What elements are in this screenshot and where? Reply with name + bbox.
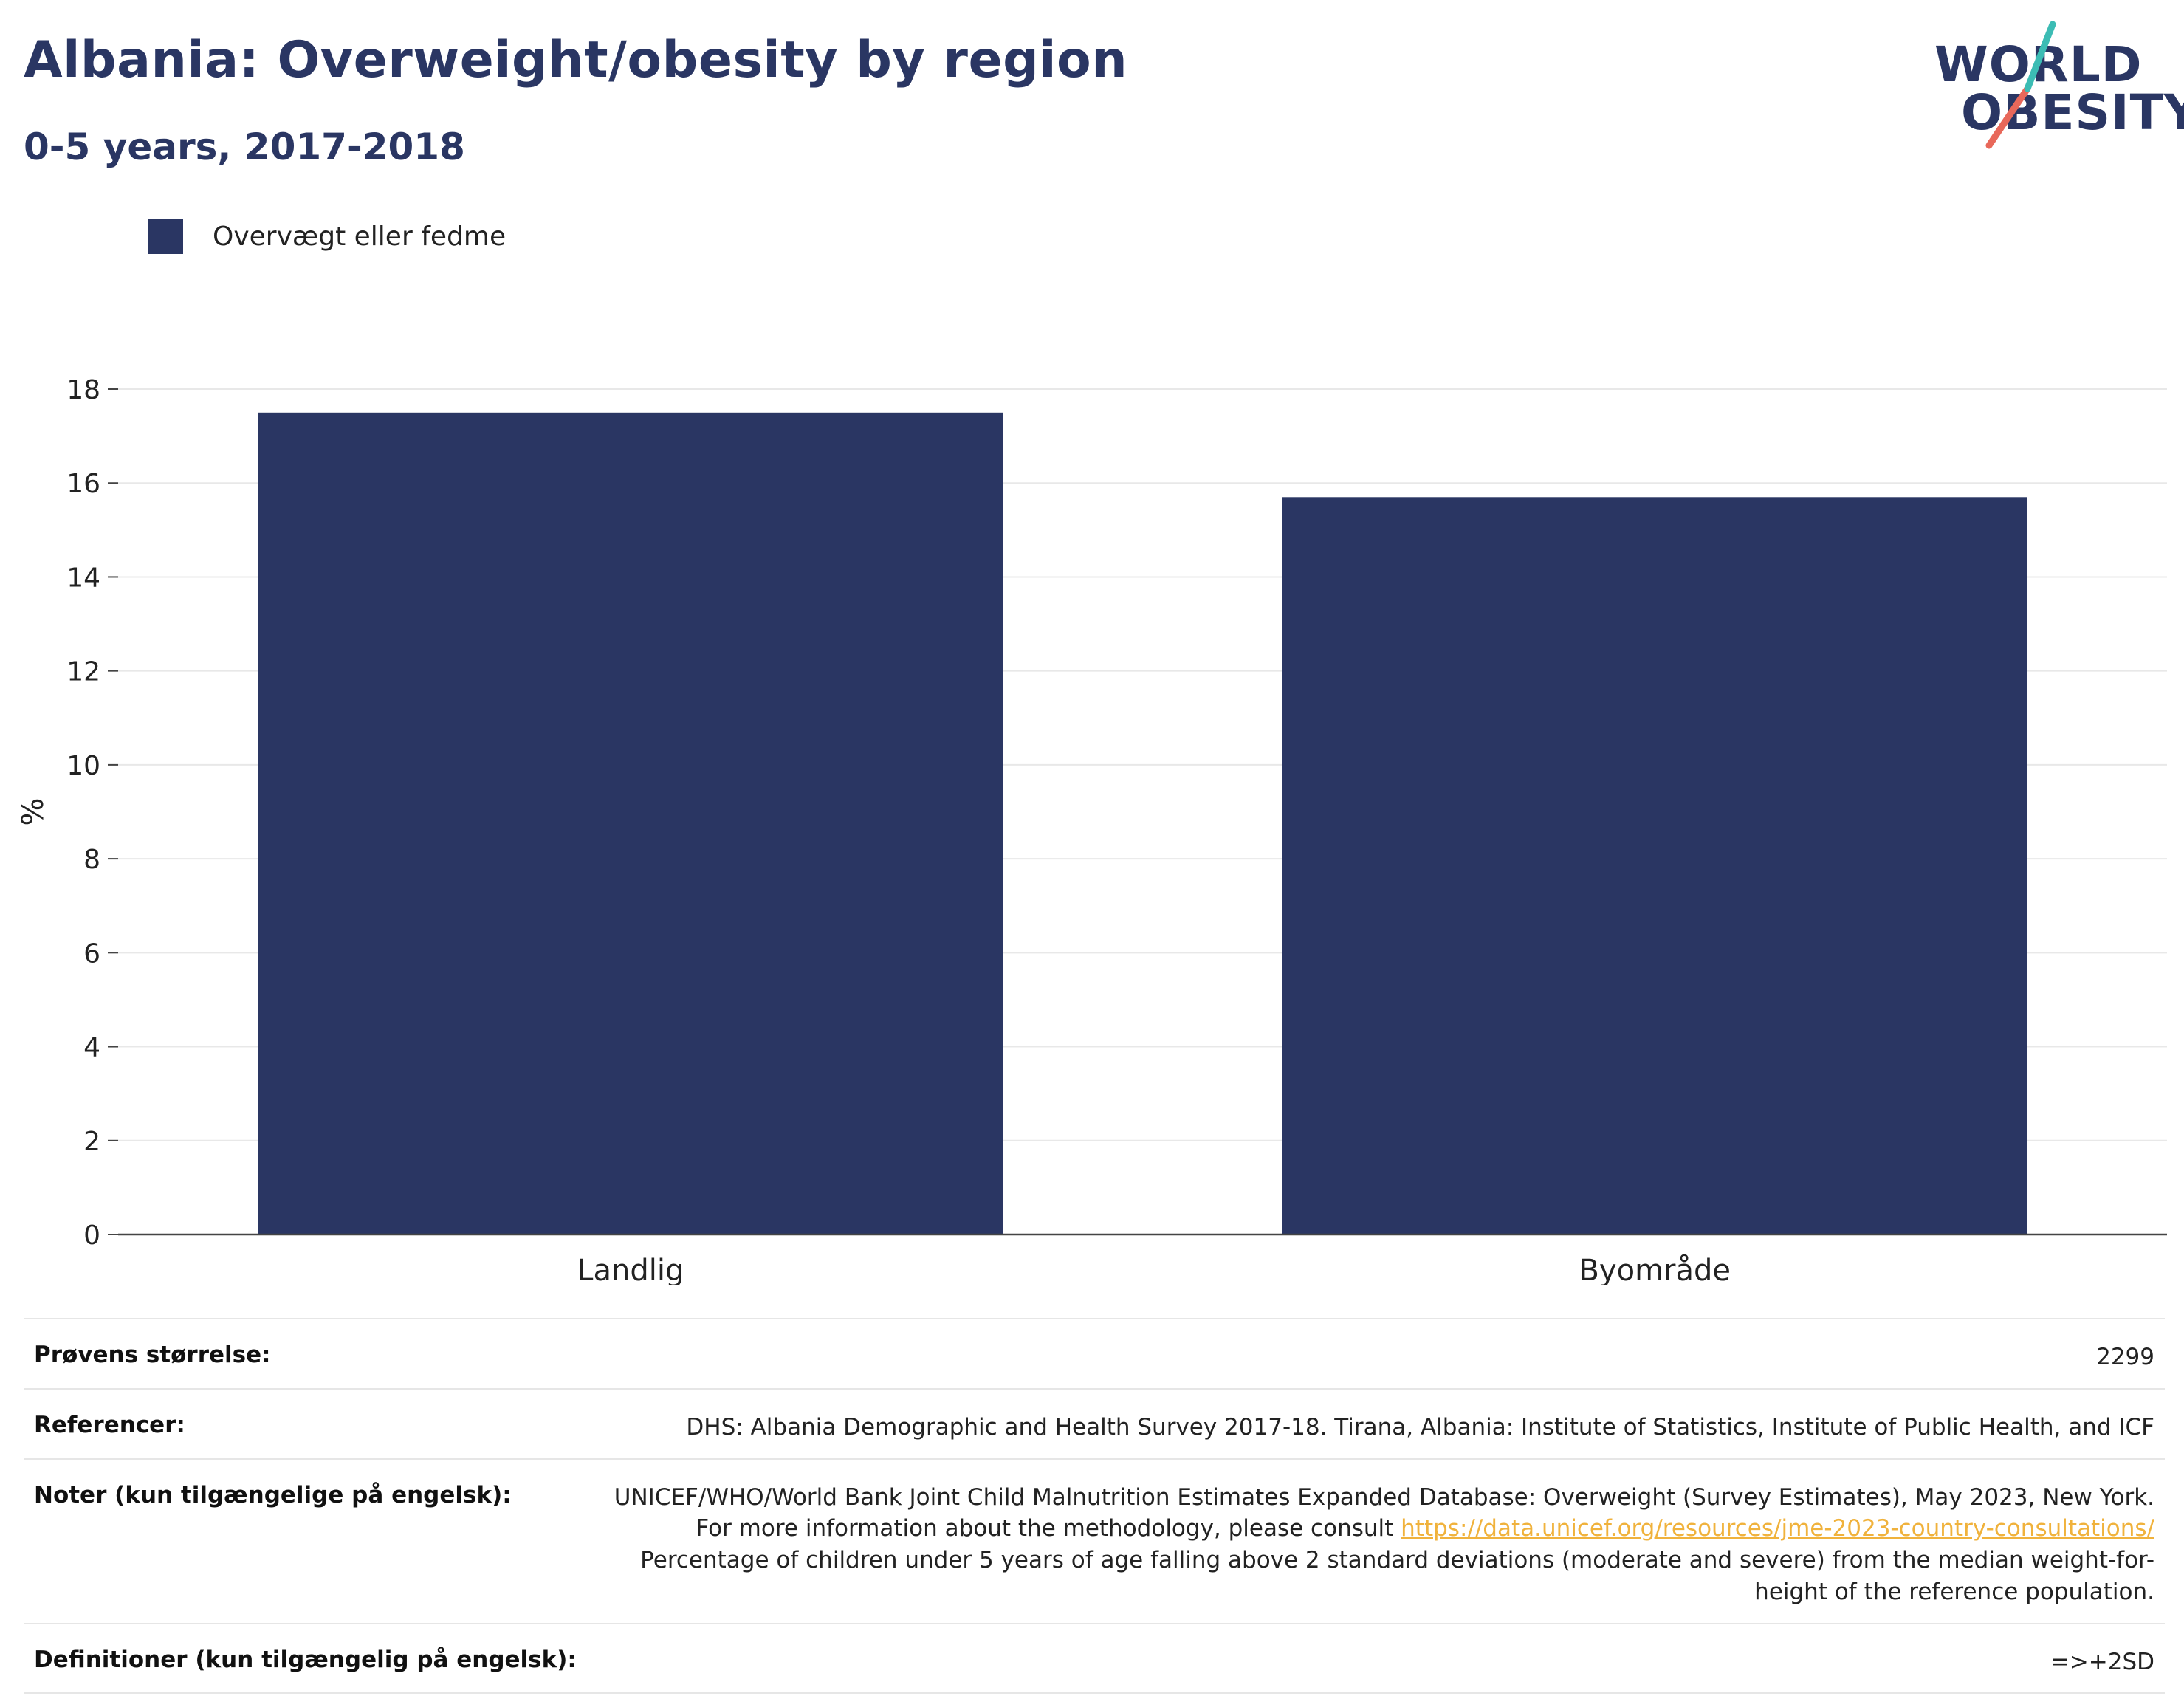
x-tick-label: Byområde bbox=[1579, 1254, 1731, 1285]
info-row-definitions: Definitioner (kun tilgængelig på engelsk… bbox=[24, 1622, 2165, 1695]
x-tick-label: Landlig bbox=[577, 1254, 684, 1285]
y-tick-label: 6 bbox=[83, 938, 100, 969]
info-row-references: Referencer: DHS: Albania Demographic and… bbox=[24, 1387, 2165, 1458]
info-row-sample-size: Prøvens størrelse: 2299 bbox=[24, 1318, 2165, 1388]
y-tick-label: 2 bbox=[83, 1127, 100, 1157]
notes-label: Noter (kun tilgængelige på engelsk): bbox=[34, 1481, 512, 1508]
definitions-value: =>+2SD bbox=[2050, 1648, 2154, 1675]
y-tick-label: 0 bbox=[83, 1220, 100, 1251]
definitions-label: Definitioner (kun tilgængelig på engelsk… bbox=[34, 1646, 577, 1673]
y-tick-label: 18 bbox=[66, 375, 100, 405]
bar-chart: 0 2 4 6 8 10 12 14 16 18% Landlig Byområde bbox=[16, 375, 2167, 1285]
y-tick-label: 12 bbox=[66, 657, 100, 687]
bar-byområde bbox=[1282, 497, 2027, 1235]
logo-slash-icon bbox=[1985, 21, 2056, 149]
references-value: DHS: Albania Demographic and Health Surv… bbox=[686, 1413, 2154, 1441]
info-table: Prøvens størrelse: 2299 Referencer: DHS:… bbox=[24, 1318, 2165, 1695]
y-tick-label: 10 bbox=[66, 751, 100, 781]
legend-label: Overvægt eller fedme bbox=[213, 221, 506, 252]
y-tick-label: 8 bbox=[83, 845, 100, 875]
references-label: Referencer: bbox=[34, 1411, 185, 1438]
sample-size-label: Prøvens størrelse: bbox=[34, 1342, 271, 1368]
notes-text-definition: Percentage of children under 5 years of … bbox=[640, 1547, 2154, 1605]
chart-title: Albania: Overweight/obesity by region bbox=[24, 31, 1128, 89]
notes-link[interactable]: https://data.unicef.org/resources/jme-20… bbox=[1401, 1515, 2154, 1542]
info-row-notes: Noter (kun tilgængelige på engelsk): UNI… bbox=[24, 1458, 2165, 1623]
y-tick-label: 14 bbox=[66, 563, 100, 593]
legend-swatch bbox=[148, 219, 183, 254]
world-obesity-logo: WORLD OBESITY bbox=[1920, 18, 2184, 159]
y-tick-label: 16 bbox=[66, 469, 100, 499]
sample-size-value: 2299 bbox=[2096, 1344, 2154, 1370]
notes-text: UNICEF/WHO/World Bank Joint Child Malnut… bbox=[614, 1483, 2154, 1542]
notes-value: UNICEF/WHO/World Bank Joint Child Malnut… bbox=[589, 1482, 2154, 1608]
y-axis-title: % bbox=[16, 797, 50, 825]
chart-subtitle: 0-5 years, 2017-2018 bbox=[24, 126, 465, 168]
y-tick-label: 4 bbox=[83, 1033, 100, 1063]
bar-landlig bbox=[258, 412, 1003, 1235]
chart-legend: Overvægt eller fedme bbox=[148, 219, 506, 254]
